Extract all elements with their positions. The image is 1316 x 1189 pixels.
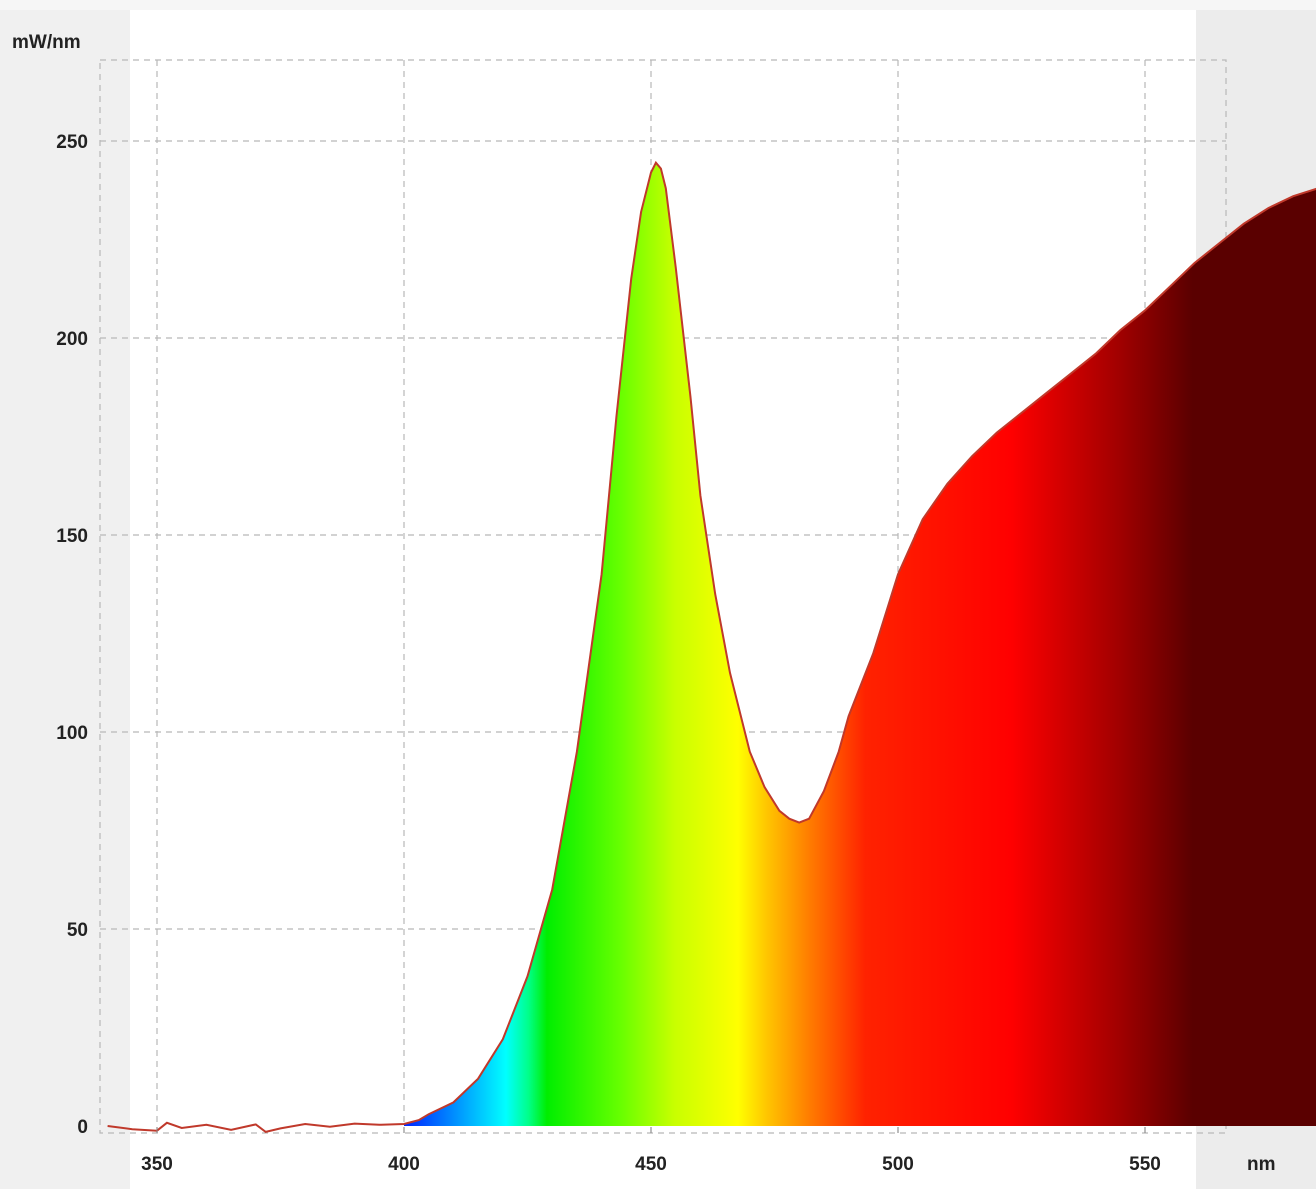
top-margin-panel	[0, 0, 1316, 10]
y-axis-label: mW/nm	[12, 32, 81, 53]
spectrum-fill	[404, 162, 1316, 1126]
y-tick-label: 200	[56, 329, 88, 350]
x-tick-label: 450	[635, 1154, 667, 1175]
x-tick-label: 550	[1129, 1154, 1161, 1175]
x-axis-label: nm	[1247, 1154, 1276, 1175]
x-tick-label: 500	[882, 1154, 914, 1175]
x-tick-label: 350	[141, 1154, 173, 1175]
tick-labels: 3504004505005506006507007500501001502002…	[56, 132, 1161, 1175]
axes	[156, 1127, 1146, 1133]
left-margin-panel	[0, 0, 130, 1189]
x-tick-label: 400	[388, 1154, 420, 1175]
spectrum-line	[107, 160, 1316, 1133]
y-tick-label: 100	[56, 723, 88, 744]
data-area	[107, 160, 1316, 1133]
y-tick-label: 250	[56, 132, 88, 153]
y-tick-label: 0	[77, 1117, 88, 1138]
y-tick-label: 50	[67, 920, 88, 941]
y-tick-label: 150	[56, 526, 88, 547]
